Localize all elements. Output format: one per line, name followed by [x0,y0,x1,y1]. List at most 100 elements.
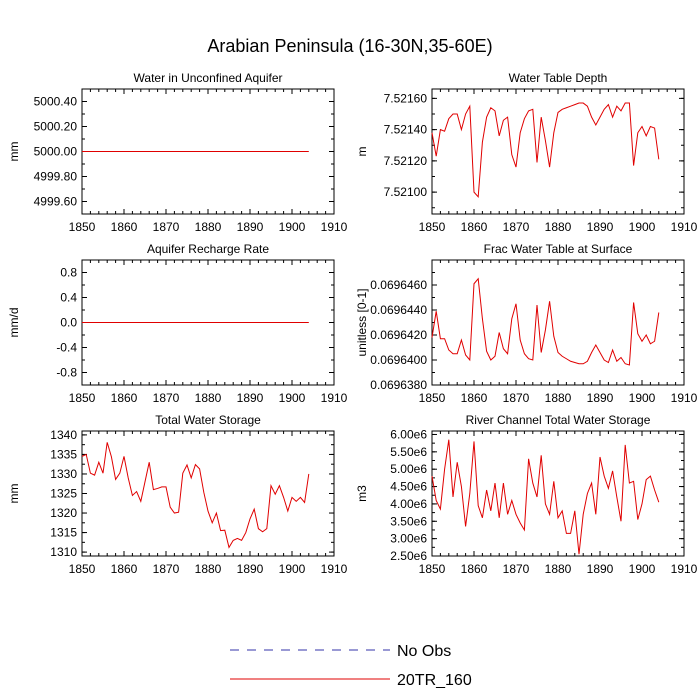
x-tick-label: 1850 [69,220,96,234]
plot-frame [81,430,335,557]
y-tick-label: 1340 [50,428,77,442]
y-tick-label: 0.0696420 [370,328,427,342]
y-tick-label: 0.8 [60,266,77,280]
chart-panel-4: Frac Water Table at Surface 1850 1860 1870 1… [355,242,698,405]
y-tick-label: 3.50e6 [390,514,427,528]
y-tick-label: 3.00e6 [390,532,427,546]
x-tick-label: 1870 [503,220,530,234]
x-tick-label: 1890 [237,391,264,405]
y-tick-label: 2.50e6 [390,549,427,563]
x-tick-label: 1910 [671,220,698,234]
chart-title: Water in Unconfined Aquifer [134,71,283,85]
x-tick-label: 1860 [461,391,488,405]
y-tick-label: 5.50e6 [390,445,427,459]
series-line-20TR_160 [431,277,660,366]
x-tick-label: 1880 [195,562,222,576]
y-tick-label: 1325 [50,487,77,501]
y-axis-label: unitless [0-1] [355,288,369,356]
x-tick-label: 1900 [279,562,306,576]
x-tick-label: 1860 [461,220,488,234]
y-tick-label: 6.00e6 [390,427,427,441]
x-tick-label: 1850 [419,391,446,405]
page-title: Arabian Peninsula (16-30N,35-60E) [207,36,493,56]
plot-frame [431,259,685,386]
legend: No Obs 20TR_160 [230,643,472,689]
y-tick-label: 0.0 [60,316,77,330]
x-tick-label: 1880 [195,220,222,234]
x-tick-label: 1890 [237,562,264,576]
legend-label: No Obs [397,643,451,660]
x-tick-label: 1900 [279,220,306,234]
y-tick-label: 5000.00 [34,145,78,159]
y-tick-label: -0.4 [56,341,77,355]
y-tick-label: -0.8 [56,366,77,380]
x-tick-label: 1900 [629,562,656,576]
x-tick-label: 1880 [545,391,572,405]
chart-title: Aquifer Recharge Rate [147,242,269,256]
y-tick-label: 1310 [50,545,77,559]
x-tick-label: 1890 [587,562,614,576]
x-tick-label: 1860 [461,562,488,576]
y-tick-label: 7.52100 [384,185,428,199]
x-tick-label: 1900 [629,391,656,405]
x-tick-label: 1850 [419,220,446,234]
series-line-20TR_160 [431,439,660,555]
y-axis-label: mm/d [7,308,21,338]
x-tick-label: 1870 [153,562,180,576]
chart-title: Water Table Depth [509,71,608,85]
y-tick-label: 0.0696400 [370,353,427,367]
y-tick-label: 5000.20 [34,120,78,134]
chart-panel-3: Aquifer Recharge Rate 1850 1860 1870 1880 189… [7,242,348,405]
x-tick-label: 1870 [153,391,180,405]
x-tick-label: 1910 [671,562,698,576]
y-tick-label: 1315 [50,526,77,540]
x-tick-label: 1910 [321,562,348,576]
y-tick-label: 0.4 [60,291,77,305]
y-axis-label: mm [7,142,21,162]
chart-panel-1: Water in Unconfined Aquifer 1850 1860 1870 1… [7,71,348,234]
x-tick-label: 1880 [545,220,572,234]
y-tick-label: 1330 [50,467,77,481]
y-tick-label: 4999.80 [34,170,78,184]
chart-panel-2: Water Table Depth 1850 1860 1870 1880 1890 190… [355,71,698,234]
x-tick-label: 1870 [503,562,530,576]
y-axis-label: m3 [355,485,369,502]
x-tick-label: 1870 [153,220,180,234]
series-line-20TR_160 [431,102,660,199]
x-tick-label: 1860 [111,562,138,576]
chart-panel-5: Total Water Storage 1850 1860 1870 1880 1890 1… [7,413,348,576]
y-tick-label: 7.52120 [384,154,428,168]
y-tick-label: 1335 [50,447,77,461]
y-axis-label: mm [7,484,21,504]
x-tick-label: 1880 [195,391,222,405]
chart-title: River Channel Total Water Storage [466,413,651,427]
x-tick-label: 1890 [587,391,614,405]
x-tick-label: 1870 [503,391,530,405]
y-tick-label: 5000.40 [34,95,78,109]
y-tick-label: 4999.60 [34,195,78,209]
y-tick-label: 0.0696460 [370,278,427,292]
y-tick-label: 0.0696380 [370,378,427,392]
x-tick-label: 1910 [671,391,698,405]
x-tick-label: 1860 [111,391,138,405]
chart-title: Frac Water Table at Surface [484,242,633,256]
y-tick-label: 4.50e6 [390,480,427,494]
x-tick-label: 1860 [111,220,138,234]
x-tick-label: 1910 [321,391,348,405]
legend-label: 20TR_160 [397,672,472,689]
x-tick-label: 1900 [279,391,306,405]
x-tick-label: 1850 [419,562,446,576]
x-tick-label: 1900 [629,220,656,234]
x-tick-label: 1890 [237,220,264,234]
y-tick-label: 5.00e6 [390,462,427,476]
y-tick-label: 0.0696440 [370,303,427,317]
series-line-20TR_160 [81,442,310,549]
chart-panel-6: River Channel Total Water Storage 1850 186… [355,413,698,576]
y-axis-label: m [355,147,369,157]
x-tick-label: 1850 [69,562,96,576]
y-tick-label: 4.00e6 [390,497,427,511]
y-tick-label: 1320 [50,506,77,520]
y-tick-label: 7.52140 [384,123,428,137]
